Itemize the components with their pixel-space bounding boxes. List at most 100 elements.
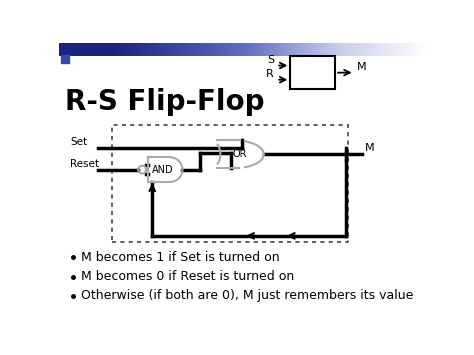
Bar (418, 43, 419, 56)
Bar (320, 43, 321, 56)
Bar (393, 43, 395, 56)
Bar (280, 43, 281, 56)
Bar (387, 43, 389, 56)
Bar (271, 43, 272, 56)
Bar (304, 43, 305, 56)
Bar (212, 43, 213, 56)
Bar (196, 43, 198, 56)
Bar (321, 43, 322, 56)
Bar (70, 43, 72, 56)
Bar (364, 43, 365, 56)
Bar (366, 43, 368, 56)
Bar (199, 43, 200, 56)
Bar (161, 43, 162, 56)
Bar (266, 43, 267, 56)
Bar (221, 43, 222, 56)
Bar (120, 43, 122, 56)
Bar (61, 46, 69, 53)
Bar (91, 43, 92, 56)
Bar (140, 43, 141, 56)
Bar (243, 43, 244, 56)
Bar (308, 43, 309, 56)
Bar (106, 43, 107, 56)
Bar (232, 43, 233, 56)
Bar (127, 43, 128, 56)
Bar (360, 43, 362, 56)
Bar (191, 43, 193, 56)
Bar (351, 43, 352, 56)
Bar (417, 43, 418, 56)
Bar (76, 43, 78, 56)
Bar (372, 43, 373, 56)
Text: M: M (365, 143, 375, 153)
Bar (219, 43, 221, 56)
Bar (283, 43, 284, 56)
Bar (261, 43, 263, 56)
Bar (116, 43, 117, 56)
Bar (65, 43, 66, 56)
Bar (193, 43, 194, 56)
Bar (287, 43, 288, 56)
Bar (294, 43, 296, 56)
Bar (273, 43, 275, 56)
Bar (413, 43, 414, 56)
Bar (319, 43, 320, 56)
Bar (90, 43, 91, 56)
Bar (178, 43, 179, 56)
Bar (338, 43, 340, 56)
Bar (112, 43, 113, 56)
Bar (337, 43, 338, 56)
Bar (223, 43, 225, 56)
Bar (378, 43, 379, 56)
Bar (69, 43, 70, 56)
Bar (80, 43, 82, 56)
Bar (422, 43, 423, 56)
Bar (301, 43, 303, 56)
Bar (174, 43, 175, 56)
Bar (315, 43, 317, 56)
Bar (239, 43, 240, 56)
Bar (130, 43, 131, 56)
Bar (87, 43, 89, 56)
Bar (240, 43, 242, 56)
Bar (379, 43, 380, 56)
Bar (78, 43, 79, 56)
Bar (402, 43, 403, 56)
Bar (277, 43, 278, 56)
Bar (370, 43, 372, 56)
Bar (256, 43, 258, 56)
Bar (157, 43, 158, 56)
Bar (348, 43, 349, 56)
Bar (73, 43, 74, 56)
Bar (305, 43, 307, 56)
Bar (296, 43, 297, 56)
Bar (188, 43, 189, 56)
Bar (346, 43, 347, 56)
Bar (64, 43, 65, 56)
Bar (179, 43, 181, 56)
Bar (396, 43, 397, 56)
Bar (292, 43, 293, 56)
Bar (119, 43, 120, 56)
Bar (184, 43, 185, 56)
Bar (303, 43, 304, 56)
Bar (200, 43, 201, 56)
Bar (414, 43, 416, 56)
Bar (288, 43, 290, 56)
Bar (395, 43, 396, 56)
Bar (175, 43, 177, 56)
Bar (416, 43, 417, 56)
Bar (222, 43, 223, 56)
Bar (298, 43, 299, 56)
Bar (117, 43, 118, 56)
Bar (143, 43, 144, 56)
Bar (407, 43, 408, 56)
Bar (164, 43, 166, 56)
Bar (359, 43, 360, 56)
Bar (167, 43, 168, 56)
Bar (358, 43, 359, 56)
Bar (114, 43, 116, 56)
Bar (263, 43, 264, 56)
Bar (102, 43, 103, 56)
Bar (264, 43, 265, 56)
